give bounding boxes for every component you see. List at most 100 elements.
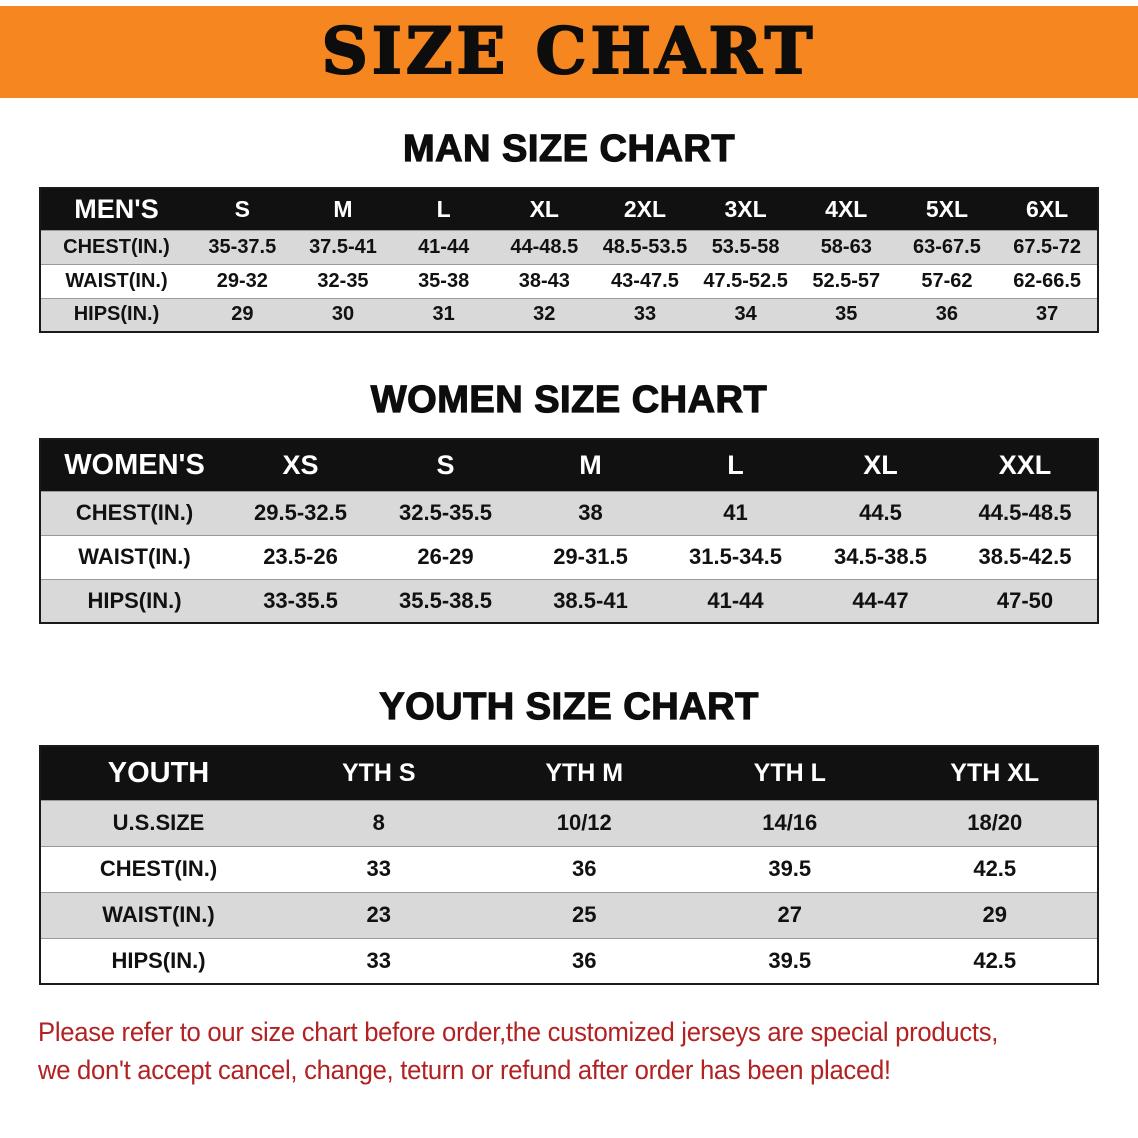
- banner: SIZE CHART: [0, 6, 1138, 98]
- measurement-value: 34.5-38.5: [808, 534, 953, 579]
- measurement-value: 63-67.5: [896, 229, 998, 264]
- size-column-header: XL: [493, 188, 595, 230]
- measurement-value: 38.5-41: [518, 578, 663, 623]
- measurement-row: WAIST(IN.) 23 25 27 29: [40, 891, 1098, 938]
- measurement-value: 42.5: [892, 937, 1098, 984]
- size-column-header: M: [292, 188, 394, 230]
- size-column-header: XS: [228, 439, 373, 491]
- table-corner-label: WOMEN'S: [40, 439, 228, 491]
- measurement-value: 31.5-34.5: [663, 534, 808, 579]
- measurement-value: 52.5-57: [795, 263, 897, 298]
- measurement-label: CHEST(IN.): [40, 229, 192, 264]
- measurement-value: 53.5-58: [695, 229, 796, 264]
- measurement-value: 27: [687, 891, 893, 938]
- measurement-value: 38: [518, 490, 663, 535]
- measurement-value: 35: [795, 297, 897, 332]
- measurement-value: 36: [896, 297, 998, 332]
- size-chart-infographic: SIZE CHART MAN SIZE CHART MEN'S S M L XL 2XL 3…: [0, 6, 1138, 1138]
- measurement-value: 35-37.5: [192, 229, 293, 264]
- measurement-value: 37.5-41: [292, 229, 394, 264]
- size-column-header: S: [373, 439, 518, 491]
- size-column-header: YTH M: [481, 746, 687, 800]
- size-column-header: YTH XL: [892, 746, 1098, 800]
- measurement-value: 41-44: [663, 578, 808, 623]
- size-table-header-row: WOMEN'S XS S M L XL XXL: [40, 439, 1098, 491]
- measurement-value: 42.5: [892, 845, 1098, 892]
- size-column-header: 2XL: [594, 188, 696, 230]
- measurement-row: CHEST(IN.) 29.5-32.5 32.5-35.5 38 41 44.5 44.5…: [40, 490, 1098, 535]
- size-column-header: YTH L: [687, 746, 893, 800]
- measurement-value: 14/16: [687, 799, 893, 846]
- measurement-value: 62-66.5: [997, 263, 1098, 298]
- measurement-row: HIPS(IN.) 29 30 31 32 33 34 35 36 37: [40, 297, 1098, 332]
- measurement-value: 36: [481, 937, 687, 984]
- measurement-value: 32.5-35.5: [373, 490, 518, 535]
- measurement-label: U.S.SIZE: [40, 799, 276, 846]
- table-corner-label: MEN'S: [40, 188, 192, 230]
- size-table-header-row: MEN'S S M L XL 2XL 3XL 4XL 5XL 6XL: [40, 188, 1098, 230]
- measurement-label: CHEST(IN.): [40, 490, 228, 535]
- measurement-value: 29-31.5: [518, 534, 663, 579]
- measurement-label: HIPS(IN.): [40, 297, 192, 332]
- size-column-header: M: [518, 439, 663, 491]
- order-note: Please refer to our size chart before or…: [0, 1013, 1138, 1090]
- size-column-header: S: [192, 188, 293, 230]
- measurement-value: 44.5: [808, 490, 953, 535]
- measurement-value: 30: [292, 297, 394, 332]
- measurement-value: 31: [393, 297, 494, 332]
- men-section-heading: MAN SIZE CHART: [402, 127, 736, 170]
- measurement-value: 29: [192, 297, 293, 332]
- size-column-header: 3XL: [695, 188, 796, 230]
- measurement-label: HIPS(IN.): [40, 937, 276, 984]
- measurement-value: 39.5: [687, 845, 893, 892]
- measurement-value: 44.5-48.5: [953, 490, 1098, 535]
- size-column-header: 4XL: [795, 188, 897, 230]
- size-column-header: L: [663, 439, 808, 491]
- measurement-value: 36: [481, 845, 687, 892]
- measurement-value: 41: [663, 490, 808, 535]
- measurement-value: 8: [276, 799, 482, 846]
- size-column-header: XL: [808, 439, 953, 491]
- women-section: WOMEN SIZE CHART WOMEN'S XS S M L XL XXL CHEST(…: [0, 378, 1138, 624]
- measurement-value: 18/20: [892, 799, 1098, 846]
- measurement-value: 33: [276, 937, 482, 984]
- youth-section-heading: YOUTH SIZE CHART: [379, 685, 759, 728]
- measurement-value: 38.5-42.5: [953, 534, 1098, 579]
- size-column-header: 6XL: [997, 188, 1098, 230]
- measurement-value: 67.5-72: [997, 229, 1098, 264]
- table-corner-label: YOUTH: [40, 746, 276, 800]
- measurement-row: HIPS(IN.) 33-35.5 35.5-38.5 38.5-41 41-44 44-…: [40, 578, 1098, 623]
- measurement-value: 33: [594, 297, 696, 332]
- measurement-value: 29.5-32.5: [228, 490, 373, 535]
- youth-size-table: YOUTH YTH S YTH M YTH L YTH XL U.S.SIZE 8 10/12…: [39, 745, 1099, 985]
- measurement-row: U.S.SIZE 8 10/12 14/16 18/20: [40, 799, 1098, 846]
- measurement-value: 44-47: [808, 578, 953, 623]
- measurement-value: 23.5-26: [228, 534, 373, 579]
- measurement-value: 58-63: [795, 229, 897, 264]
- measurement-value: 47.5-52.5: [695, 263, 796, 298]
- measurement-value: 39.5: [687, 937, 893, 984]
- measurement-value: 38-43: [493, 263, 595, 298]
- measurement-value: 48.5-53.5: [594, 229, 696, 264]
- measurement-value: 41-44: [393, 229, 494, 264]
- measurement-value: 33: [276, 845, 482, 892]
- measurement-row: CHEST(IN.) 33 36 39.5 42.5: [40, 845, 1098, 892]
- women-size-table: WOMEN'S XS S M L XL XXL CHEST(IN.) 29.5-32.5 32.5…: [39, 438, 1099, 624]
- measurement-label: CHEST(IN.): [40, 845, 276, 892]
- measurement-label: WAIST(IN.): [40, 891, 276, 938]
- measurement-value: 34: [695, 297, 796, 332]
- measurement-value: 26-29: [373, 534, 518, 579]
- measurement-value: 32: [493, 297, 595, 332]
- measurement-value: 10/12: [481, 799, 687, 846]
- measurement-value: 29: [892, 891, 1098, 938]
- measurement-value: 43-47.5: [594, 263, 696, 298]
- women-section-heading: WOMEN SIZE CHART: [370, 378, 768, 421]
- measurement-label: HIPS(IN.): [40, 578, 228, 623]
- measurement-value: 44-48.5: [493, 229, 595, 264]
- size-column-header: 5XL: [896, 188, 998, 230]
- measurement-value: 57-62: [896, 263, 998, 298]
- size-column-header: L: [393, 188, 494, 230]
- size-column-header: XXL: [953, 439, 1098, 491]
- measurement-value: 37: [997, 297, 1098, 332]
- measurement-row: WAIST(IN.) 29-32 32-35 35-38 38-43 43-47.5 47.…: [40, 263, 1098, 298]
